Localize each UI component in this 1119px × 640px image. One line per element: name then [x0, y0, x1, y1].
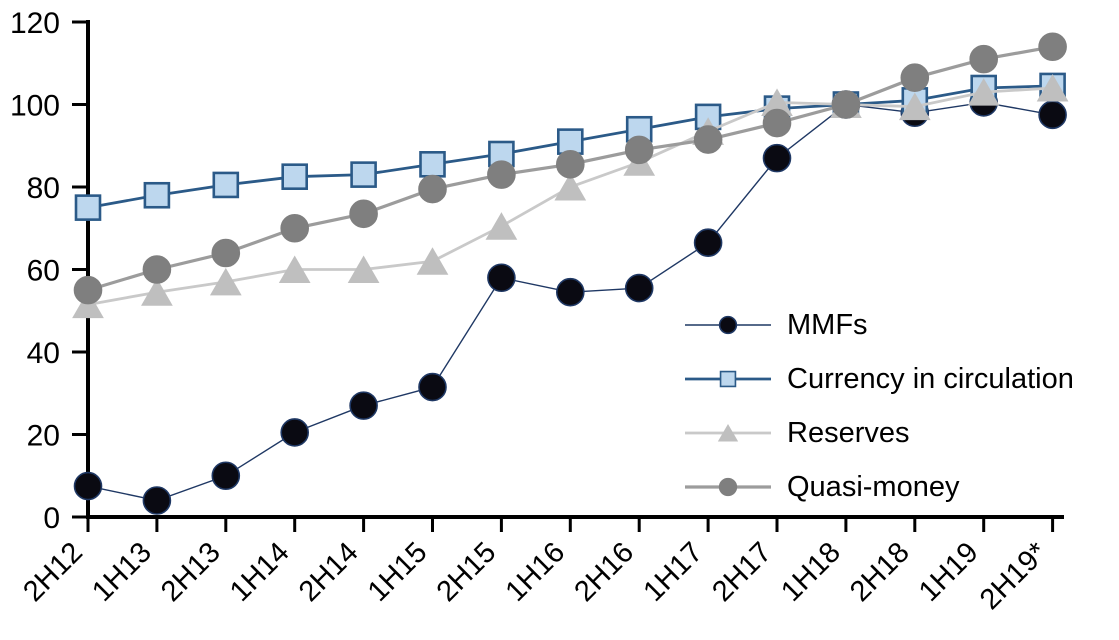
marker-mmfs	[73, 471, 103, 501]
marker-mmfs	[142, 486, 172, 515]
y-tick-label: 80	[27, 172, 60, 205]
marker-quasi-money	[900, 63, 930, 92]
quasi-money-legend-marker-icon	[685, 477, 771, 497]
x-tick-label: 1H13	[86, 536, 158, 608]
x-tick-label: 2H12	[17, 536, 89, 608]
marker-currency-in-circulation	[488, 140, 515, 168]
y-tick-label: 40	[27, 337, 60, 370]
marker-reserves	[72, 290, 104, 319]
x-tick-label: 1H18	[775, 536, 847, 608]
legend-label-mmfs: MMFs	[787, 308, 868, 341]
marker-quasi-money	[624, 135, 654, 165]
y-tick-label: 120	[10, 7, 60, 40]
marker-reserves	[141, 278, 173, 306]
legend: MMFs Currency in circulation Reserves Qu…	[683, 298, 1074, 514]
x-tick-label: 2H14	[293, 536, 365, 608]
marker-quasi-money	[969, 44, 999, 74]
marker-quasi-money	[762, 108, 792, 138]
y-tick-label: 100	[10, 90, 60, 123]
marker-mmfs	[418, 372, 447, 402]
y-tick-label: 60	[27, 255, 60, 288]
legend-label-quasi-money: Quasi-money	[787, 470, 960, 503]
marker-mmfs	[762, 143, 792, 173]
marker-quasi-money	[693, 125, 723, 154]
reserves-legend-marker-icon	[685, 423, 771, 442]
marker-reserves	[278, 255, 311, 283]
marker-mmfs	[349, 391, 378, 420]
marker-currency-in-circulation	[350, 161, 377, 188]
x-tick-label: 2H19*	[974, 536, 1054, 616]
marker-reserves	[898, 92, 931, 121]
marker-mmfs	[280, 418, 310, 447]
x-tick-label: 1H17	[637, 536, 709, 608]
marker-currency-in-circulation-legend	[719, 370, 737, 388]
legend-item-currency-in-circulation: Currency in circulation	[683, 352, 1074, 406]
x-tick-label: 1H14	[224, 536, 296, 608]
marker-reserves	[554, 172, 587, 201]
x-tick-label: 1H19	[913, 536, 985, 608]
marker-quasi-money	[418, 174, 447, 204]
marker-quasi-money	[73, 275, 103, 305]
x-tick-label: 1H15	[362, 536, 434, 608]
marker-quasi-money	[211, 238, 241, 268]
marker-quasi-money	[349, 199, 378, 229]
marker-reserves	[1036, 73, 1069, 102]
marker-reserves	[209, 267, 242, 296]
marker-currency-in-circulation	[143, 181, 171, 209]
marker-quasi-money	[142, 255, 172, 284]
marker-currency-in-circulation	[281, 163, 309, 190]
x-tick-label: 2H16	[568, 536, 640, 608]
x-tick-label: 2H13	[155, 536, 227, 608]
mmfs-legend-marker-icon	[685, 315, 771, 335]
legend-label-reserves: Reserves	[787, 416, 910, 449]
marker-mmfs-legend	[718, 315, 738, 335]
legend-item-quasi-money: Quasi-money	[683, 460, 1074, 514]
x-tick-label: 2H17	[706, 536, 778, 608]
x-tick-label: 1H16	[500, 536, 572, 608]
marker-mmfs	[1038, 100, 1067, 130]
marker-reserves	[416, 247, 449, 275]
marker-currency-in-circulation	[74, 194, 102, 221]
marker-quasi-money	[487, 160, 516, 189]
legend-item-mmfs: MMFs	[683, 298, 1074, 352]
marker-mmfs	[693, 228, 723, 257]
marker-quasi-money	[831, 90, 861, 119]
marker-reserves	[967, 78, 1000, 106]
y-tick-label: 0	[43, 502, 60, 535]
marker-quasi-money	[555, 150, 585, 179]
marker-currency-in-circulation	[419, 151, 446, 178]
marker-mmfs	[487, 263, 516, 293]
marker-reserves-legend	[717, 423, 739, 442]
marker-mmfs	[624, 273, 654, 303]
marker-quasi-money	[1038, 32, 1067, 62]
marker-mmfs	[211, 461, 241, 491]
marker-mmfs	[555, 277, 585, 307]
legend-item-reserves: Reserves	[683, 406, 1074, 460]
x-tick-label: 2H18	[844, 536, 916, 608]
marker-quasi-money-legend	[718, 477, 738, 497]
x-tick-label: 2H15	[431, 536, 503, 608]
marker-quasi-money	[280, 213, 310, 243]
marker-currency-in-circulation	[212, 171, 240, 199]
legend-label-currency-in-circulation: Currency in circulation	[787, 362, 1074, 395]
marker-reserves	[347, 255, 380, 283]
currency-in-circulation-legend-marker-icon	[685, 370, 771, 388]
marker-reserves	[485, 212, 518, 240]
y-tick-label: 20	[27, 420, 60, 453]
